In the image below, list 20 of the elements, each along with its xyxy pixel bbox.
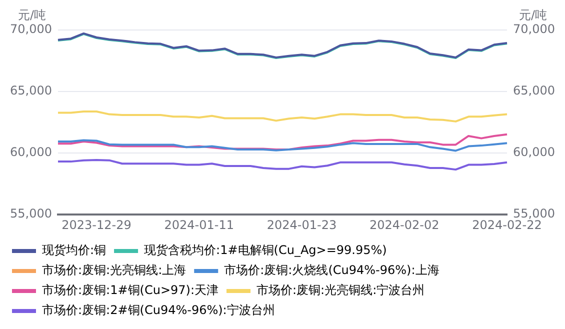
y-axis-title: 元/吨: [18, 8, 46, 22]
y2-axis-title: 元/吨: [518, 8, 547, 22]
y-tick-label: 60,000: [10, 145, 52, 160]
x-tick-label: 2024-01-11: [164, 218, 234, 232]
x-tick-label: 2024-01-23: [266, 218, 337, 232]
y-tick-label: 55,000: [10, 206, 52, 221]
legend-label: 现货含税均价:1#电解铜(Cu_Ag>=99.95%): [144, 243, 387, 258]
y-tick-label: 70,000: [10, 22, 52, 36]
y2-tick-label: 65,000: [513, 84, 556, 98]
y2-tick-label: 70,000: [513, 22, 556, 36]
y-tick-label: 65,000: [10, 84, 52, 98]
legend-label: 市场价:废铜:1#铜(Cu>97):天津: [42, 283, 218, 298]
legend-label: 市场价:废铜:光亮铜线:宁波台州: [256, 283, 425, 298]
x-tick-label: 2023-12-29: [62, 218, 132, 232]
x-tick-label: 2024-02-02: [370, 218, 440, 232]
y2-tick-label: 60,000: [513, 145, 556, 160]
legend-label: 市场价:废铜:火烧线(Cu94%-96%):上海: [224, 263, 440, 278]
legend-label: 市场价:废铜:2#铜(Cu94%-96%):宁波台州: [42, 303, 275, 318]
legend-label: 现货均价:铜: [42, 243, 106, 258]
legend-label: 市场价:废铜:光亮铜线:上海: [42, 263, 186, 278]
